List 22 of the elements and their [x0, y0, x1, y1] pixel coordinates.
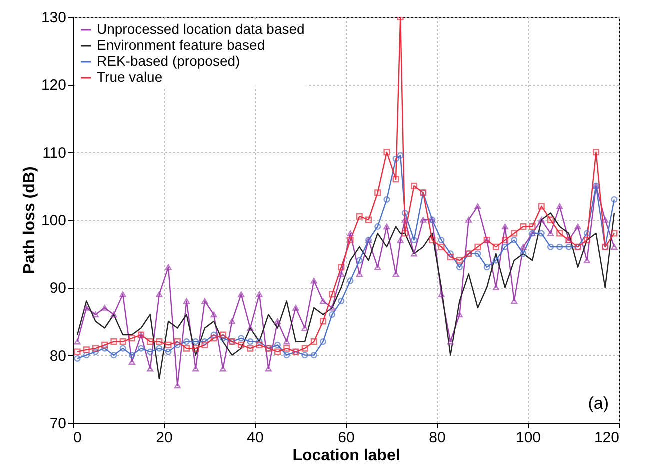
line-series — [76, 212, 616, 380]
x-tick-label: 100 — [516, 430, 542, 446]
y-tick-label: 120 — [41, 77, 66, 94]
x-tick-label: 80 — [429, 430, 446, 446]
legend-label: Unprocessed location data based — [97, 21, 305, 37]
annotation: (a) — [588, 394, 609, 413]
y-axis-title: Path loss (dB) — [21, 166, 38, 274]
x-tick-label: 120 — [594, 430, 620, 446]
y-tick-label: 90 — [50, 280, 66, 298]
x-tick-label: 20 — [156, 430, 173, 446]
y-tick-label: 70 — [50, 416, 66, 432]
y-tick-label: 100 — [41, 212, 66, 230]
y-tick-label: 110 — [42, 144, 66, 162]
x-axis-title: Location label — [292, 448, 400, 464]
x-tick-label: 40 — [247, 430, 264, 446]
y-tick-label: 80 — [50, 348, 66, 365]
legend-label: REK-based (proposed) — [97, 53, 240, 69]
legend-label: Environment feature based — [97, 37, 266, 53]
x-tick-label: 60 — [338, 430, 355, 446]
y-tick-label: 130 — [41, 10, 66, 26]
legend-label: True value — [97, 69, 163, 85]
x-tick-label: 0 — [74, 430, 82, 446]
